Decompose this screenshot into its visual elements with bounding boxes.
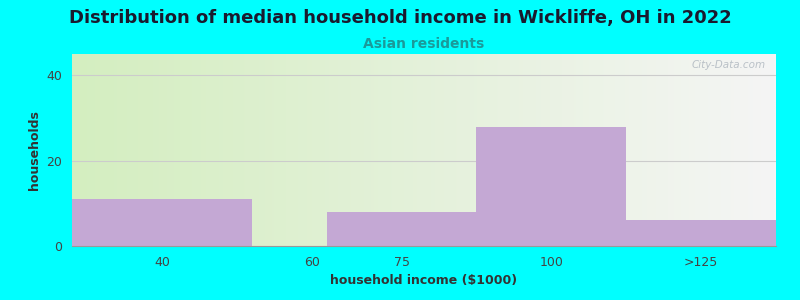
X-axis label: household income ($1000): household income ($1000) (330, 274, 518, 287)
Bar (626, 220, 776, 246)
Bar (72, 199, 252, 246)
Y-axis label: households: households (28, 110, 41, 190)
Text: City-Data.com: City-Data.com (691, 60, 766, 70)
Bar (326, 212, 477, 246)
Bar (477, 127, 626, 246)
Title: Asian residents: Asian residents (363, 38, 485, 51)
Text: Distribution of median household income in Wickliffe, OH in 2022: Distribution of median household income … (69, 9, 731, 27)
